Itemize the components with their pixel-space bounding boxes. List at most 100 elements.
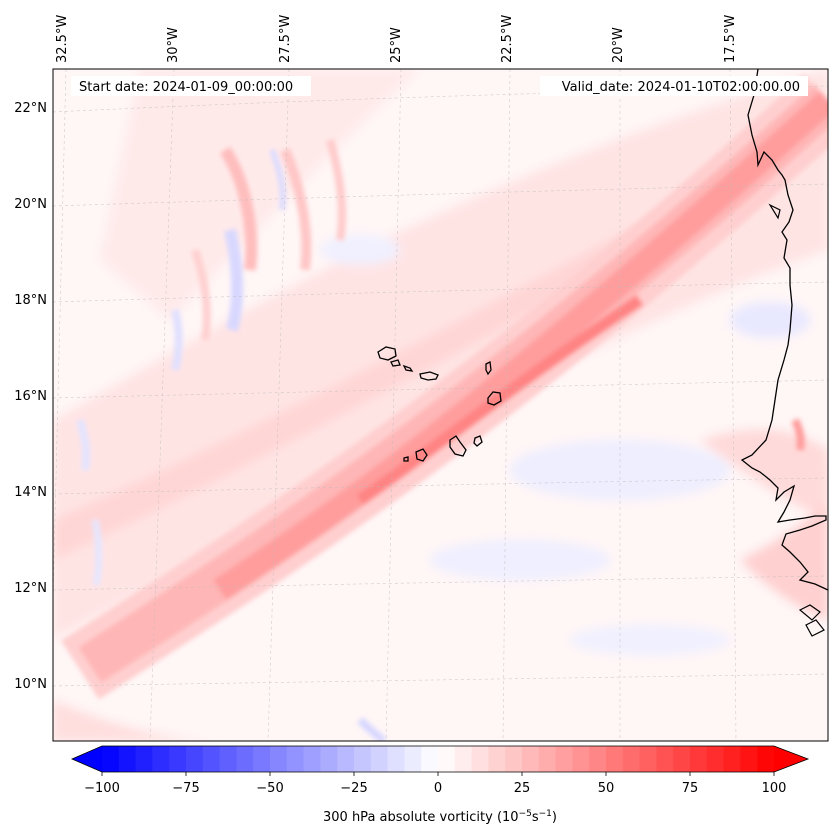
colorbar-cell (253, 746, 271, 772)
colorbar-cell (320, 746, 338, 772)
island-outline (403, 456, 409, 462)
colorbar-cell (589, 746, 607, 772)
map-frame (52, 68, 829, 742)
colorbar-cell (471, 746, 489, 772)
bijagos-island (798, 604, 821, 621)
colorbar-cell (505, 746, 523, 772)
lon-label: 30°W (166, 27, 181, 63)
colorbar-cell (354, 746, 372, 772)
lat-label: 16°N (14, 389, 47, 404)
streak (219, 146, 258, 271)
colorbar-cell (606, 746, 624, 772)
colorbar-tick-label: 75 (682, 781, 699, 796)
colorbar-cell (723, 746, 741, 772)
colorbar-cell (169, 746, 187, 772)
colorbar-cell (488, 746, 506, 772)
colorbar-cell (303, 746, 321, 772)
island-outline (419, 371, 439, 381)
colorbar-max-extend-arrow (774, 746, 808, 772)
island-outline (390, 359, 401, 367)
start-date-text: Start date: 2024-01-09_00:00:00 (79, 80, 293, 95)
vorticity-field (53, 69, 828, 741)
colorbar-ticks: −100 −75 −50 −25 0 25 50 75 100 (84, 772, 786, 796)
lat-label: 18°N (14, 293, 47, 308)
colorbar-tick-label: 0 (434, 781, 442, 796)
lon-label: 20°W (611, 27, 626, 63)
colorbar-cell (337, 746, 355, 772)
colorbar-cell (286, 746, 305, 772)
island-outline (487, 391, 502, 406)
colorbar-tick-label: −50 (256, 781, 283, 796)
colorbar-cell (186, 746, 204, 772)
colorbar-cell (706, 746, 725, 772)
streak (326, 138, 346, 241)
longitude-labels: 32.5°W 30°W 27.5°W 25°W 22.5°W 20°W 17.5… (55, 15, 738, 63)
streak (171, 309, 183, 371)
negative-vorticity-region (730, 302, 810, 338)
lat-label: 20°N (14, 197, 47, 212)
island-outline (415, 448, 428, 462)
colorbar-cell (219, 746, 237, 772)
island-outline (377, 346, 397, 361)
start-date-banner (71, 76, 311, 96)
streak (269, 148, 286, 211)
lat-label: 22°N (14, 101, 47, 116)
colorbar-label: 300 hPa absolute vorticity (10−5s−1) (323, 809, 557, 825)
colorbar-tick-label: −75 (172, 781, 199, 796)
colorbar-cell (673, 746, 691, 772)
colorbar-cell (387, 746, 405, 772)
streak (224, 228, 244, 332)
streak (280, 148, 312, 271)
lon-label: 27.5°W (278, 15, 293, 63)
colorbar-tick-label: 25 (514, 781, 531, 796)
colorbar-tick-label: 100 (762, 781, 787, 796)
lon-label: 25°W (389, 27, 404, 63)
colorbar-cell (572, 746, 590, 772)
negative-vorticity-region (430, 540, 610, 580)
island-outline (402, 364, 414, 372)
lat-label: 10°N (14, 677, 47, 692)
lon-label: 17.5°W (723, 15, 738, 63)
latitude-labels: 22°N 20°N 18°N 16°N 14°N 12°N 10°N (14, 101, 47, 692)
lon-label: 32.5°W (55, 15, 70, 63)
negative-vorticity-region (320, 235, 400, 265)
colorbar-cell (421, 746, 439, 772)
colorbar-cell (152, 746, 170, 772)
colorbar-cell (118, 746, 137, 772)
streak (791, 418, 805, 451)
streak (76, 419, 91, 471)
colorbar-cell (236, 746, 254, 772)
colorbar-tick-label: −100 (84, 781, 120, 796)
coast-inlet (768, 203, 781, 220)
colorbar-cell (639, 746, 657, 772)
colorbar-cell (202, 746, 221, 772)
negative-vorticity-region (570, 625, 730, 655)
colorbar-cell (622, 746, 641, 772)
positive-vorticity-region (100, 69, 420, 320)
colorbar-cell (454, 746, 473, 772)
colorbar-cell (370, 746, 389, 772)
colorbar-cell (757, 746, 775, 772)
colorbar-cell (522, 746, 540, 772)
colorbar-cell (555, 746, 573, 772)
colorbar-cell (102, 746, 120, 772)
colorbar-cell (656, 746, 674, 772)
streak (191, 248, 211, 341)
island-outline (449, 435, 467, 457)
streak (357, 717, 387, 741)
positive-vorticity-region (740, 500, 828, 620)
positive-vorticity-region (53, 700, 220, 741)
bijagos-island (805, 619, 825, 637)
colorbar: −100 −75 −50 −25 0 25 50 75 100 (70, 745, 810, 796)
colorbar-min-extend-arrow (72, 746, 102, 772)
island-outline (485, 361, 492, 376)
valid-date-banner (540, 76, 808, 96)
cape-verde-islands (377, 346, 502, 462)
gridlines (53, 69, 828, 741)
colorbar-cell (690, 746, 708, 772)
jet-band-inner (213, 91, 828, 600)
wave-streaks (76, 138, 805, 741)
colorbar-cell (740, 746, 758, 772)
colorbar-cell (270, 746, 288, 772)
